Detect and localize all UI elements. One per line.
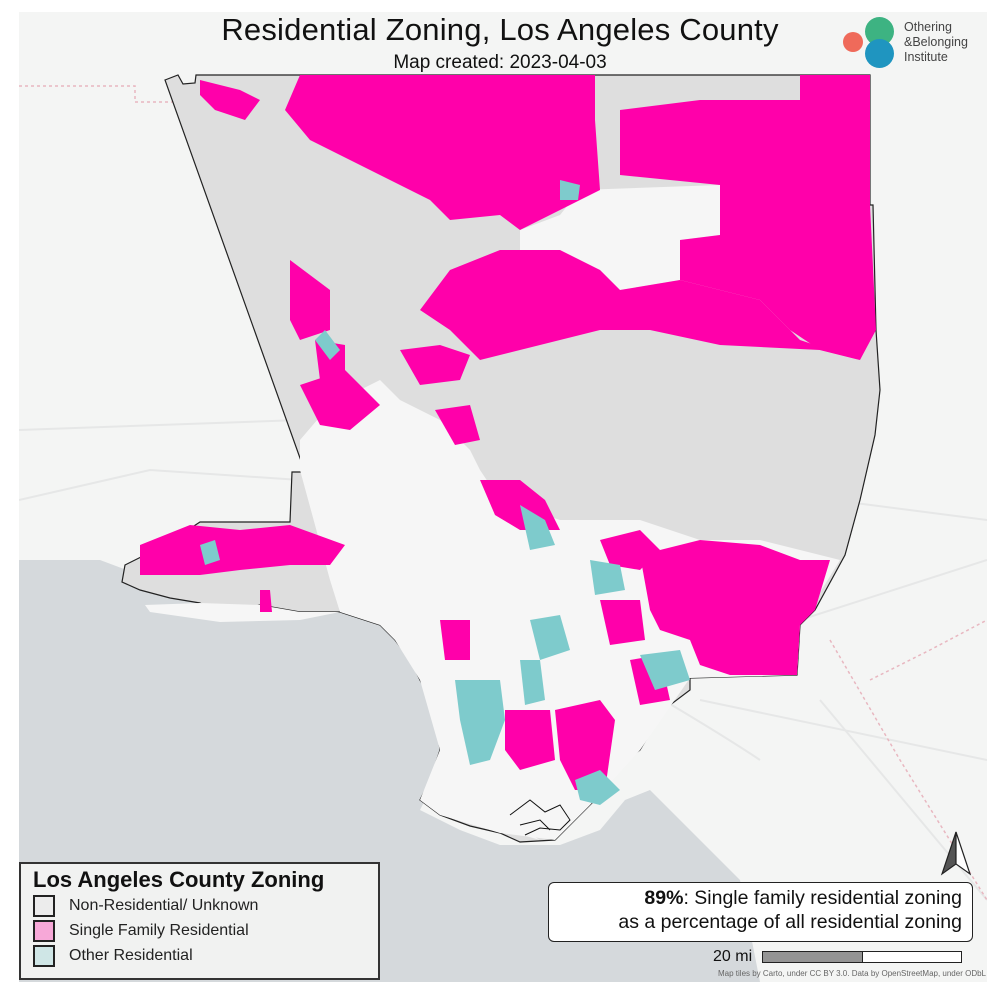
scale-segment-dark bbox=[763, 952, 863, 962]
map-attribution: Map tiles by Carto, under CC BY 3.0. Dat… bbox=[718, 969, 986, 978]
stat-percent: 89% bbox=[644, 887, 684, 909]
legend-label: Single Family Residential bbox=[69, 922, 249, 939]
map-title: Residential Zoning, Los Angeles County bbox=[221, 12, 779, 47]
scale-bar-graphic bbox=[762, 951, 963, 963]
port-outline bbox=[509, 799, 571, 836]
legend-item-non-residential: Non-Residential/ Unknown bbox=[33, 895, 258, 917]
logo-blue-circle-icon bbox=[865, 39, 894, 68]
scale-label: 20 mi bbox=[713, 948, 753, 965]
legend-item-other-residential: Other Residential bbox=[33, 945, 193, 967]
scale-segment-light bbox=[862, 952, 962, 962]
stat-line-1-text: : Single family residential zoning bbox=[683, 887, 962, 909]
other-residential-areas bbox=[200, 180, 690, 805]
logo-text: Othering &Belonging Institute bbox=[904, 20, 968, 65]
logo-coral-circle-icon bbox=[843, 32, 863, 52]
legend-label: Non-Residential/ Unknown bbox=[69, 897, 259, 914]
stat-callout: 89%: Single family residential zoning as… bbox=[548, 882, 973, 942]
map-legend: Los Angeles County Zoning Non-Residentia… bbox=[19, 862, 380, 980]
legend-swatch-other-residential bbox=[33, 945, 55, 967]
map-subtitle: Map created: 2023-04-03 bbox=[393, 52, 607, 73]
stat-line-1: 89%: Single family residential zoning bbox=[549, 886, 962, 910]
logo-line-3: Institute bbox=[904, 50, 948, 64]
stat-line-2: as a percentage of all residential zonin… bbox=[618, 911, 962, 933]
scale-bar: 20 mi bbox=[713, 948, 963, 966]
logo-line-1: Othering bbox=[904, 20, 952, 34]
legend-item-single-family: Single Family Residential bbox=[33, 920, 249, 942]
legend-swatch-non-residential bbox=[33, 895, 55, 917]
legend-title: Los Angeles County Zoning bbox=[33, 867, 325, 892]
north-arrow-icon bbox=[940, 831, 972, 876]
organization-logo: Othering &Belonging Institute bbox=[843, 17, 993, 69]
zoning-map bbox=[19, 74, 987, 982]
legend-swatch-single-family bbox=[33, 920, 55, 942]
map-canvas[interactable] bbox=[19, 12, 987, 982]
logo-line-2: &Belonging bbox=[904, 35, 968, 49]
single-family-areas bbox=[140, 75, 876, 790]
legend-label: Other Residential bbox=[69, 947, 193, 964]
